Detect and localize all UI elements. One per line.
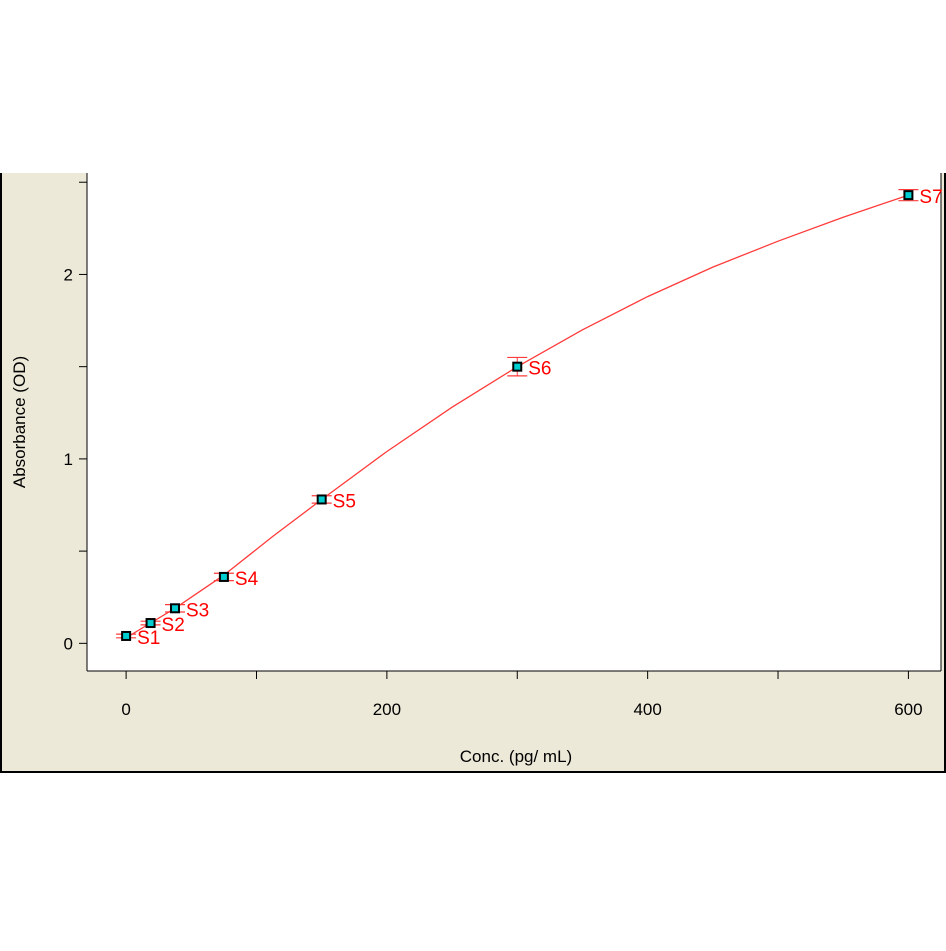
y-tick-label-0: 0: [64, 634, 73, 653]
point-label-s6: S6: [528, 359, 551, 380]
data-point-s6: S6: [507, 356, 552, 380]
data-point-s1: S1: [116, 628, 160, 649]
data-point-s7: S7: [898, 187, 943, 208]
fit-curve: [125, 194, 909, 639]
marker-s5: [318, 496, 325, 503]
point-label-s2: S2: [162, 615, 185, 636]
data-point-s4: S4: [213, 569, 259, 590]
marker-s7: [905, 192, 912, 199]
point-label-s4: S4: [235, 569, 259, 590]
x-tick-label-600: 600: [894, 700, 922, 719]
point-label-s7: S7: [919, 187, 942, 208]
point-label-s1: S1: [137, 628, 160, 649]
marker-s1: [123, 632, 130, 639]
marker-s4: [220, 573, 227, 580]
marker-s6: [514, 363, 521, 370]
y-axis-label: Absorbance (OD): [10, 356, 29, 488]
x-tick-label-0: 0: [121, 700, 130, 719]
data-point-s3: S3: [165, 600, 209, 621]
point-label-s5: S5: [333, 491, 356, 512]
fit-curve-layer: [125, 194, 909, 639]
x-tick-label-200: 200: [373, 700, 401, 719]
plot-area: [87, 173, 941, 671]
x-axis-label: Conc. (pg/ mL): [460, 747, 572, 766]
x-tick-label-400: 400: [633, 700, 661, 719]
data-point-s5: S5: [311, 491, 356, 512]
y-tick-label-1: 1: [64, 450, 73, 469]
data-point-s2: S2: [140, 615, 185, 636]
axes-layer: 0 200 400 600 0 1 2: [64, 181, 923, 719]
marker-s3: [172, 605, 179, 612]
marker-s2: [147, 620, 154, 627]
y-tick-label-2: 2: [64, 265, 73, 284]
point-label-s3: S3: [186, 600, 209, 621]
